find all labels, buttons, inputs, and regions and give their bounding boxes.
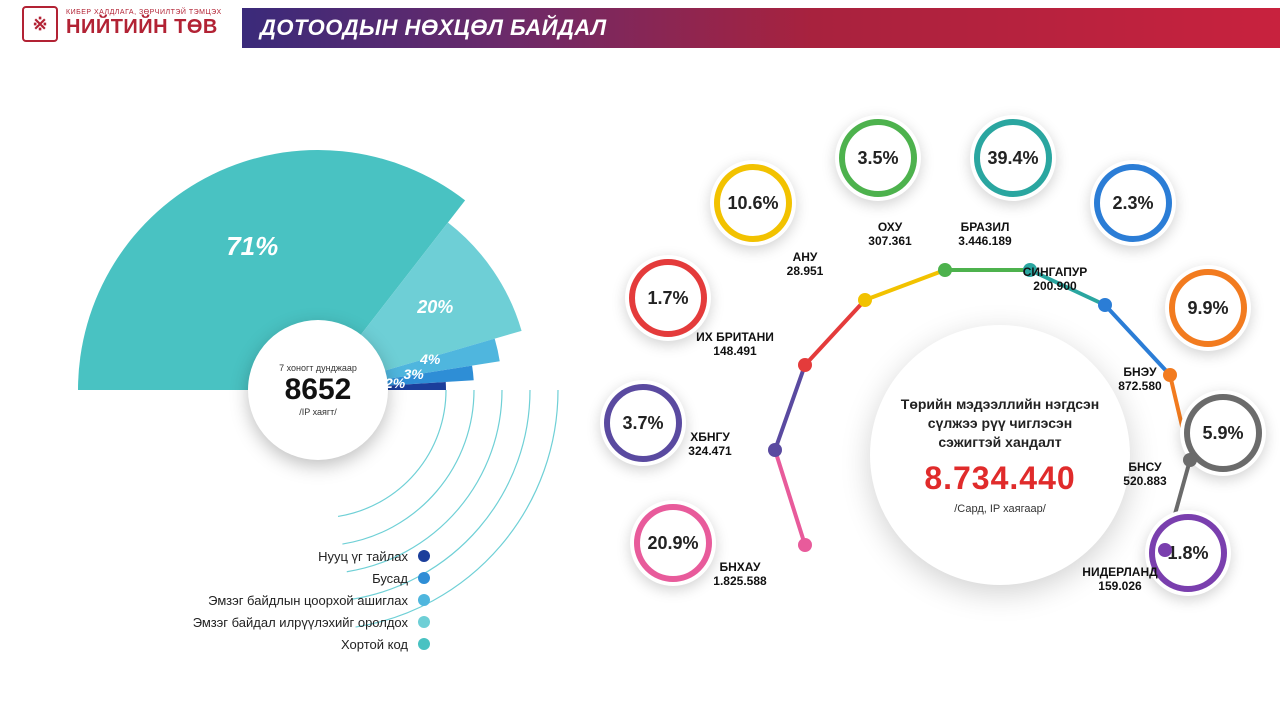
arc-dot [1183, 453, 1197, 467]
arc-dot [1158, 543, 1172, 557]
country-value: 28.951 [755, 264, 855, 278]
country-bubble: 3.5% [835, 115, 921, 201]
hub-value: 8.734.440 [924, 460, 1075, 497]
country-name: БНХАУ [720, 560, 761, 574]
radial-hub: Төрийн мэдээллийн нэгдсэн сүлжээ рүү чиг… [870, 325, 1130, 585]
legend-item: Хортой код [100, 633, 430, 655]
logo: ※ КИБЕР ХАЛДЛАГА, ЗӨРЧИЛТЭЙ ТЭМЦЭХ НИЙТИ… [22, 6, 222, 42]
country-name: БРАЗИЛ [961, 220, 1010, 234]
legend-item: Эмзэг байдлын цоорхой ашиглах [100, 589, 430, 611]
country-value: 148.491 [685, 344, 785, 358]
arc-dot [1098, 298, 1112, 312]
legend-label: Бусад [372, 571, 408, 586]
country-label: АНУ28.951 [755, 250, 855, 279]
country-name: ИХ БРИТАНИ [696, 330, 774, 344]
fan-slice-pct: 2% [385, 375, 405, 391]
hub-sub: /Сард, IP хаягаар/ [954, 503, 1046, 515]
arc-dot [798, 538, 812, 552]
country-bubble: 9.9% [1165, 265, 1251, 351]
country-bubble: 39.4% [970, 115, 1056, 201]
country-name: БНЭУ [1123, 365, 1156, 379]
country-label: ХБНГУ324.471 [660, 430, 760, 459]
logo-tagline: КИБЕР ХАЛДЛАГА, ЗӨРЧИЛТЭЙ ТЭМЦЭХ [66, 9, 222, 16]
hub-title: Төрийн мэдээллийн нэгдсэн сүлжээ рүү чиг… [898, 395, 1102, 452]
country-bubble: 1.7% [625, 255, 711, 341]
fan-slice-pct: 3% [403, 366, 423, 382]
legend-dot [418, 594, 430, 606]
fan-slice-pct: 20% [417, 297, 453, 318]
country-name: АНУ [793, 250, 818, 264]
fan-chart: 7 хоногт дунджаар 8652 /IP хаягт/ 71% 20%… [50, 70, 570, 630]
fan-center-value: 8652 [285, 373, 352, 407]
country-value: 3.446.189 [935, 234, 1035, 248]
arc-dot [1163, 368, 1177, 382]
fan-slice-pct: 71% [226, 231, 278, 262]
fan-center: 7 хоногт дунджаар 8652 /IP хаягт/ [248, 320, 388, 460]
country-label: ИХ БРИТАНИ148.491 [685, 330, 785, 359]
country-bubble: 2.3% [1090, 160, 1176, 246]
legend-dot [418, 638, 430, 650]
country-name: БНСУ [1128, 460, 1161, 474]
fan-slice-pct: 4% [420, 351, 440, 367]
country-label: БНХАУ1.825.588 [690, 560, 790, 589]
legend-item: Нууц үг тайлах [100, 545, 430, 567]
country-label: БРАЗИЛ3.446.189 [935, 220, 1035, 249]
country-name: НИДЕРЛАНД [1082, 565, 1157, 579]
country-bubble: 10.6% [710, 160, 796, 246]
fan-legend: Нууц үг тайлах Бусад Эмзэг байдлын цоорхой… [100, 545, 430, 655]
country-label: НИДЕРЛАНД159.026 [1070, 565, 1170, 594]
country-value: 872.580 [1090, 379, 1190, 393]
logo-icon: ※ [22, 6, 58, 42]
country-name: СИНГАПУР [1023, 265, 1088, 279]
legend-dot [418, 572, 430, 584]
arc-dot [938, 263, 952, 277]
country-value: 1.825.588 [690, 574, 790, 588]
arc-dot [858, 293, 872, 307]
legend-dot [418, 550, 430, 562]
fan-center-sub: /IP хаягт/ [299, 407, 337, 417]
legend-item: Бусад [100, 567, 430, 589]
country-value: 307.361 [840, 234, 940, 248]
legend-label: Нууц үг тайлах [318, 549, 408, 564]
country-label: СИНГАПУР200.900 [1005, 265, 1105, 294]
legend-label: Эмзэг байдлын цоорхой ашиглах [208, 593, 408, 608]
country-label: БНСУ520.883 [1095, 460, 1195, 489]
country-name: ОХУ [878, 220, 902, 234]
country-value: 200.900 [1005, 279, 1105, 293]
country-value: 159.026 [1070, 579, 1170, 593]
country-value: 520.883 [1095, 474, 1195, 488]
arc-dot [798, 358, 812, 372]
legend-label: Хортой код [341, 637, 408, 652]
country-name: ХБНГУ [690, 430, 730, 444]
logo-org-name: НИЙТИЙН ТӨВ [66, 16, 222, 39]
country-label: ОХУ307.361 [840, 220, 940, 249]
legend-label: Эмзэг байдал илрүүлэхийг оролдох [193, 615, 408, 630]
page-title: ДОТООДЫН НӨХЦӨЛ БАЙДАЛ [242, 8, 1280, 48]
legend-dot [418, 616, 430, 628]
fan-center-label: 7 хоногт дунджаар [279, 363, 357, 373]
radial-chart: Төрийн мэдээллийн нэгдсэн сүлжээ рүү чиг… [590, 90, 1270, 670]
arc-dot [768, 443, 782, 457]
country-value: 324.471 [660, 444, 760, 458]
legend-item: Эмзэг байдал илрүүлэхийг оролдох [100, 611, 430, 633]
